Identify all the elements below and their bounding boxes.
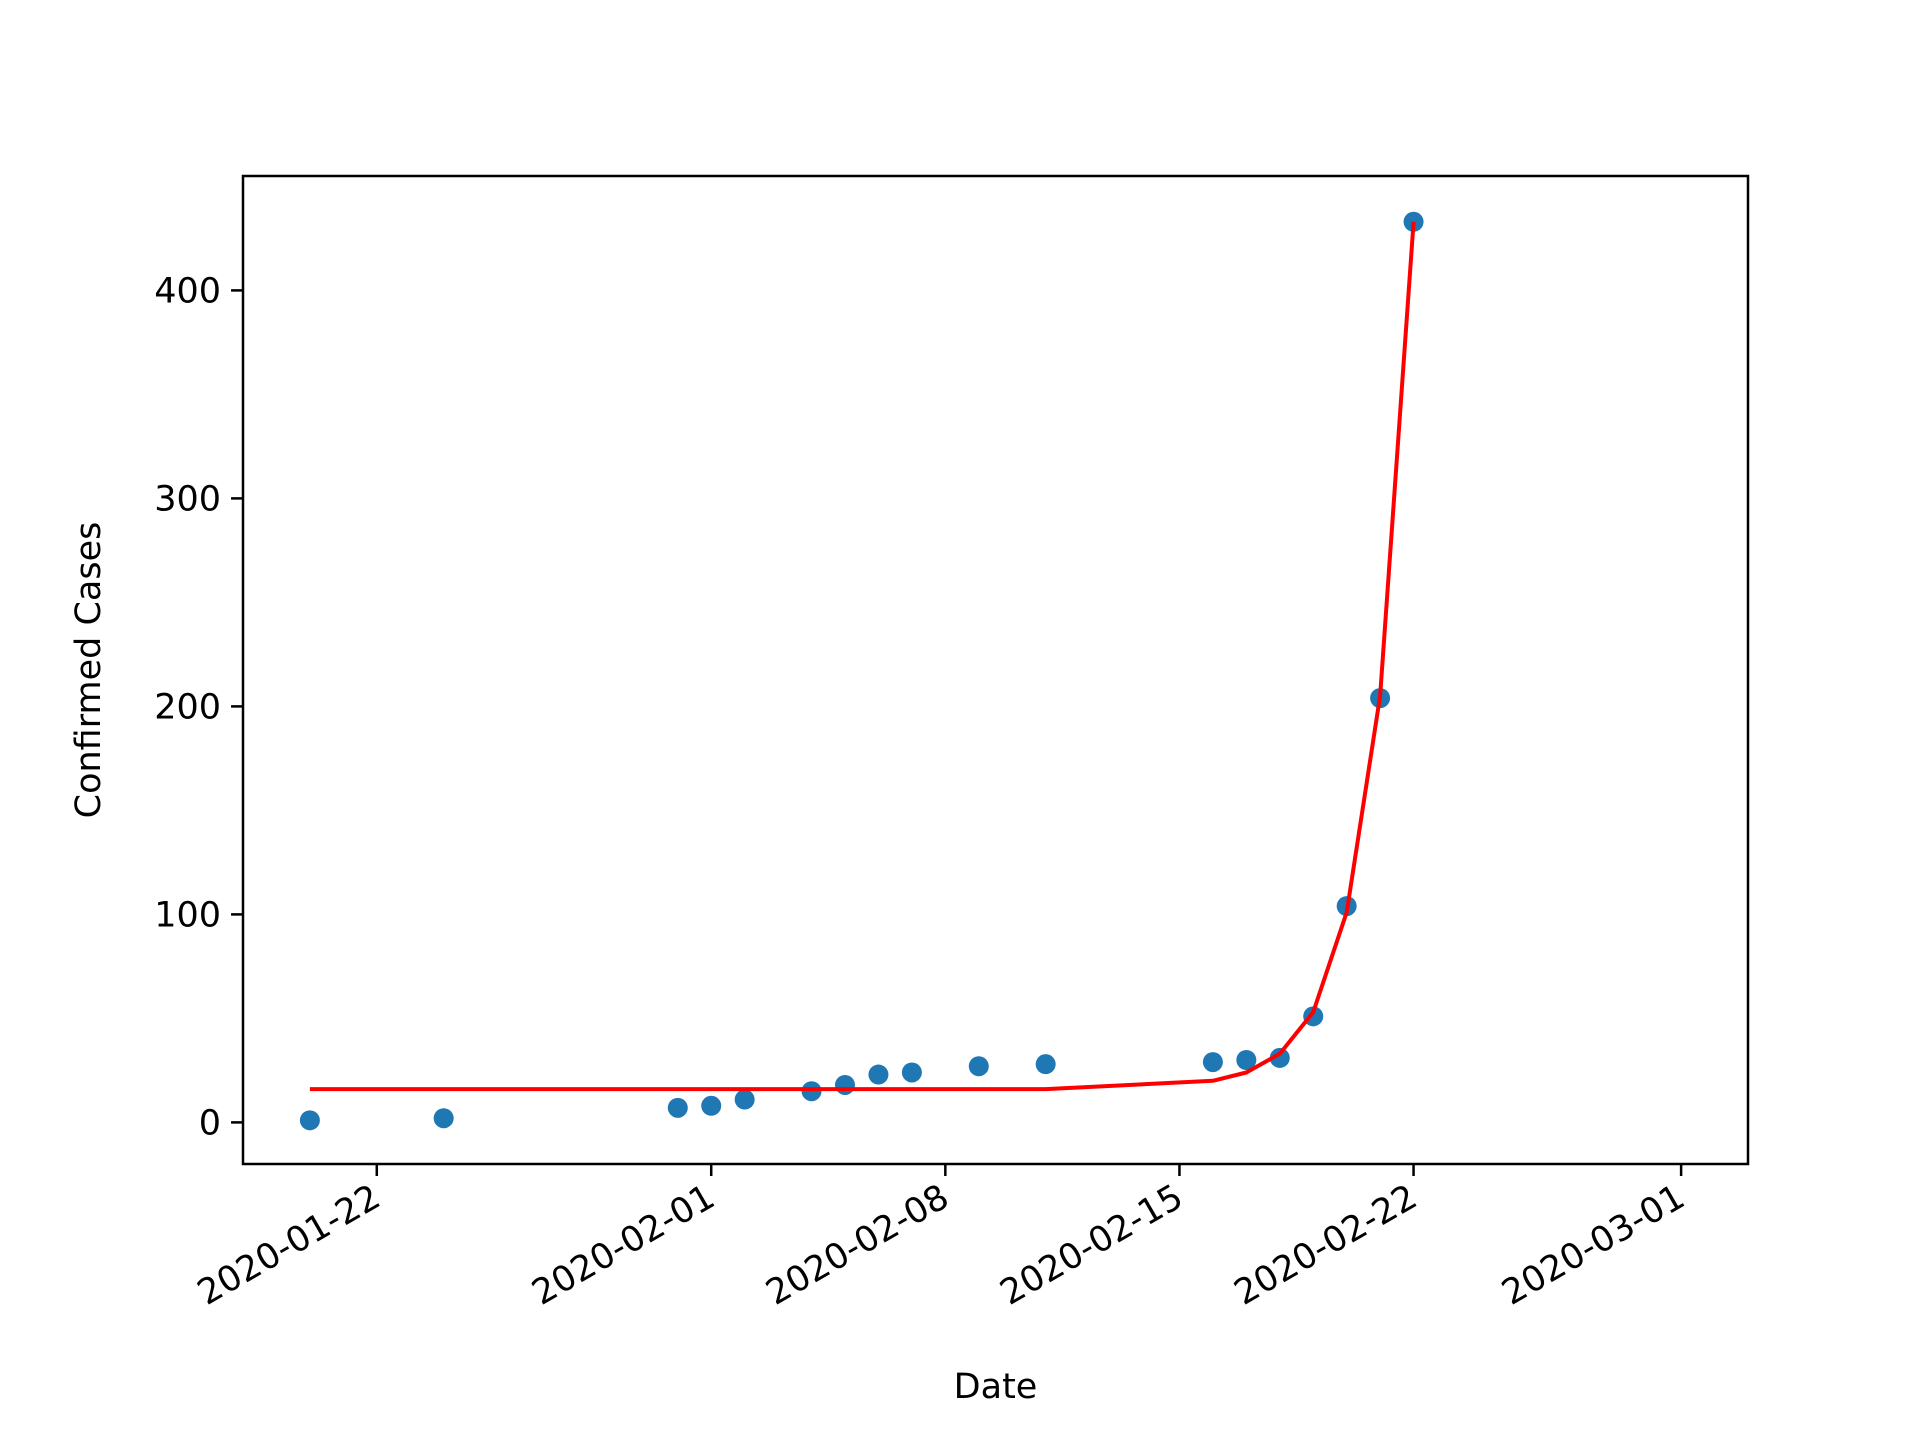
y-tick-label: 200 [154,687,221,727]
scatter-point [1202,1052,1223,1073]
y-tick-label: 0 [199,1103,221,1143]
scatter-point [667,1097,688,1118]
scatter-point [701,1095,722,1116]
x-axis-label: Date [954,1367,1038,1407]
scatter-point [734,1089,755,1110]
scatter-point [299,1110,320,1131]
scatter-point [1269,1047,1290,1068]
scatter-point [901,1062,922,1083]
y-tick-label: 300 [154,479,221,519]
scatter-point [868,1064,889,1085]
fit-line [309,221,1416,1092]
scatter-point [1035,1054,1056,1075]
scatter-point [1403,211,1424,232]
scatter-point [433,1108,454,1129]
plot-frame [241,174,1750,1166]
scatter-point [968,1056,989,1077]
y-axis-label: Confirmed Cases [69,522,109,819]
scatter-point [835,1074,855,1095]
y-tick-label: 400 [154,271,221,311]
y-tick-label: 100 [154,895,221,935]
scatter-point [1236,1050,1257,1070]
scatter-point [801,1081,822,1102]
series-layer [299,211,1424,1131]
